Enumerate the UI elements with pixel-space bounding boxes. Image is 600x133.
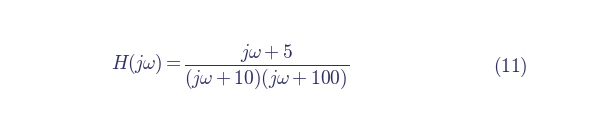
- Text: $H(j\omega) = \dfrac{j\omega + 5}{(j\omega + 10)(j\omega + 100)}$: $H(j\omega) = \dfrac{j\omega + 5}{(j\ome…: [111, 43, 349, 91]
- Text: $(11)$: $(11)$: [493, 55, 527, 79]
